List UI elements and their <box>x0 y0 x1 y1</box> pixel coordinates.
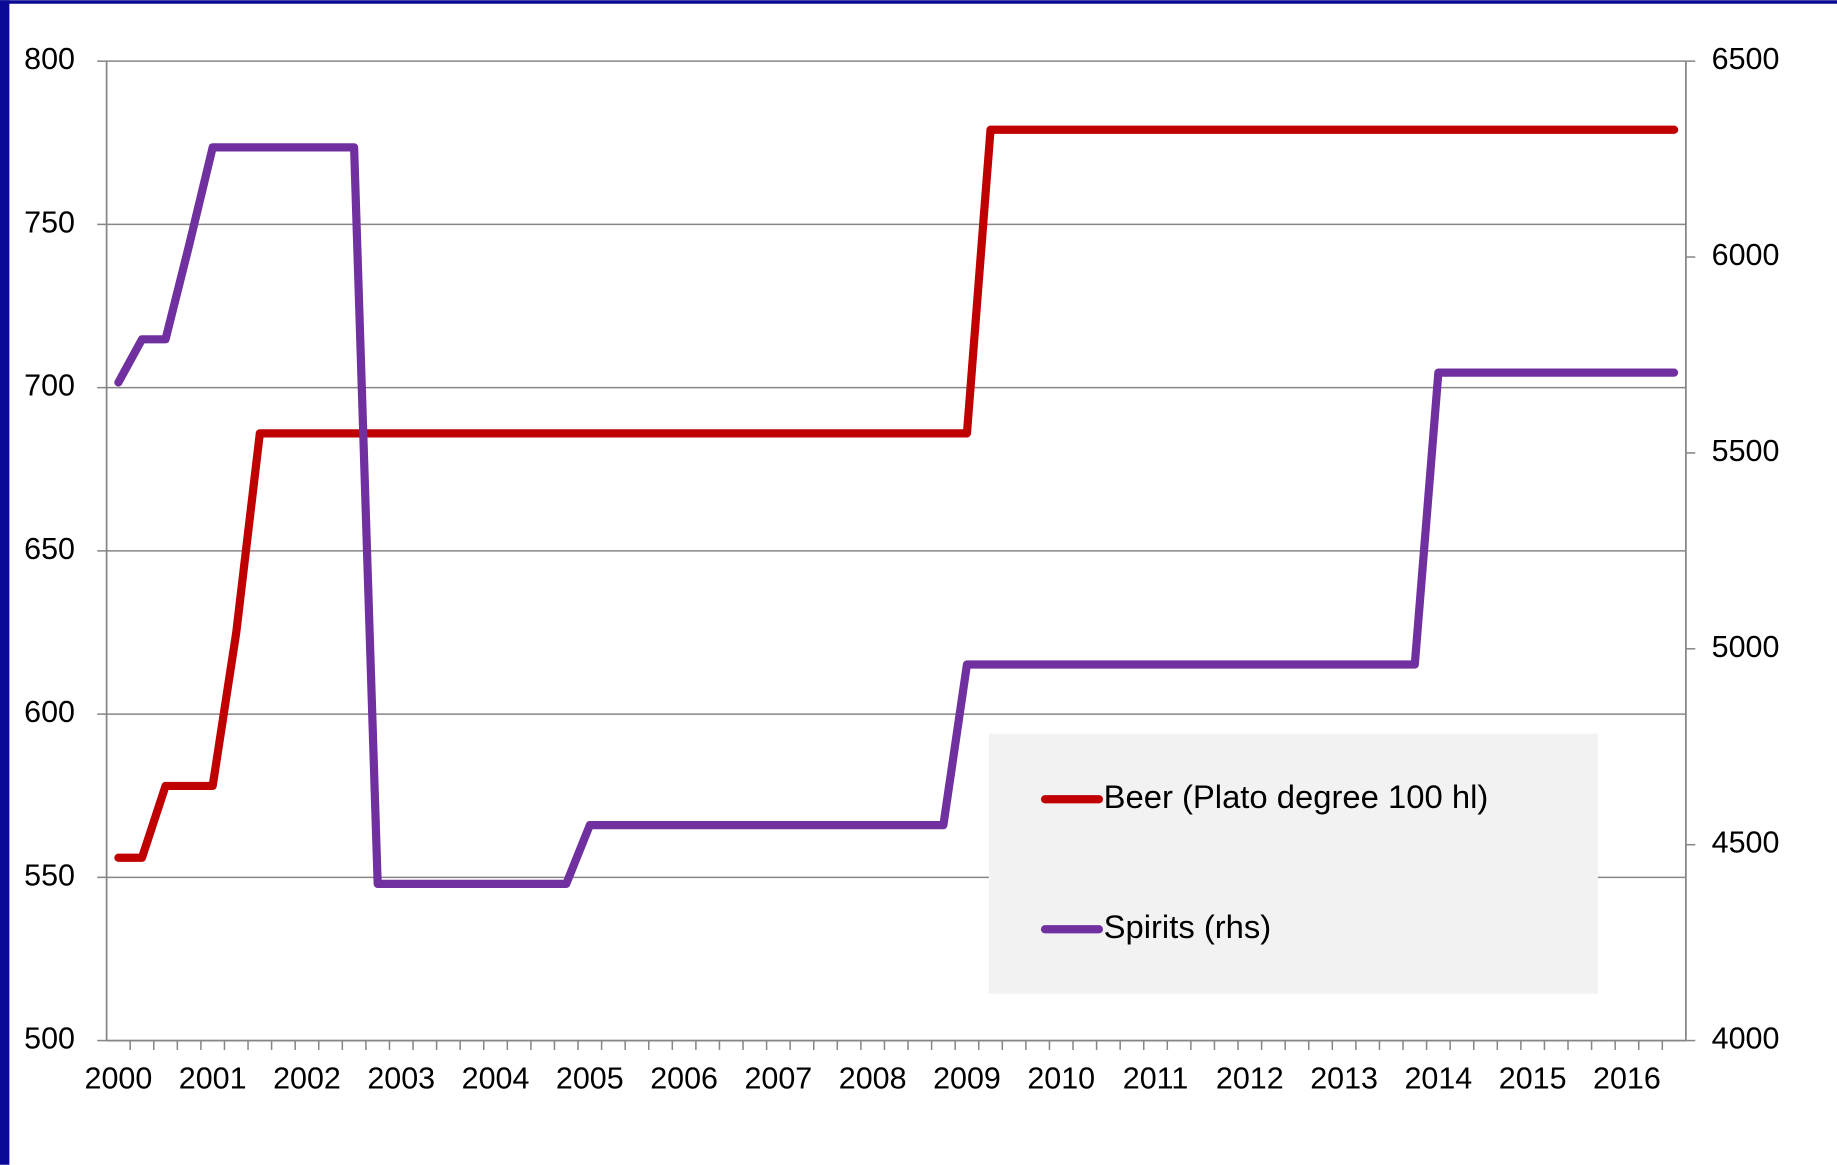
x-tick-label: 2005 <box>556 1061 624 1095</box>
frame-left <box>0 0 10 1165</box>
frame-top <box>0 0 1837 4</box>
x-tick-label: 2000 <box>85 1061 153 1095</box>
x-tick-label: 2008 <box>839 1061 907 1095</box>
legend-box <box>988 733 1599 994</box>
x-tick-label: 2013 <box>1310 1061 1378 1095</box>
x-tick-label: 2002 <box>273 1061 341 1095</box>
legend-label: Spirits (rhs) <box>1104 908 1272 945</box>
x-tick-label: 2009 <box>933 1061 1001 1095</box>
x-tick-label: 2015 <box>1499 1061 1567 1095</box>
x-tick-label: 2004 <box>462 1061 530 1095</box>
series-line <box>114 143 1679 888</box>
y2-tick-label: 6500 <box>1712 42 1780 76</box>
y2-tick-label: 5500 <box>1712 434 1780 468</box>
y-tick-label: 500 <box>24 1022 75 1056</box>
series-line <box>114 125 1679 862</box>
y2-tick-label: 4500 <box>1712 826 1780 860</box>
y2-tick-label: 6000 <box>1712 238 1780 272</box>
y-tick-label: 650 <box>24 532 75 566</box>
y2-tick-label: 4000 <box>1712 1022 1780 1056</box>
y2-tick-label: 5000 <box>1712 630 1780 664</box>
y-tick-label: 800 <box>24 42 75 76</box>
x-tick-label: 2011 <box>1123 1061 1189 1095</box>
y-tick-label: 700 <box>24 369 75 403</box>
y-tick-label: 600 <box>24 695 75 729</box>
x-tick-label: 2007 <box>745 1061 813 1095</box>
x-tick-label: 2010 <box>1027 1061 1095 1095</box>
x-tick-label: 2006 <box>650 1061 718 1095</box>
x-tick-label: 2014 <box>1404 1061 1472 1095</box>
y-tick-label: 550 <box>24 858 75 892</box>
x-tick-label: 2016 <box>1593 1061 1661 1095</box>
x-tick-label: 2001 <box>179 1061 247 1095</box>
x-tick-label: 2012 <box>1216 1061 1284 1095</box>
x-tick-label: 2003 <box>367 1061 435 1095</box>
legend-label: Beer (Plato degree 100 hl) <box>1104 778 1489 815</box>
y-tick-label: 750 <box>24 205 75 239</box>
